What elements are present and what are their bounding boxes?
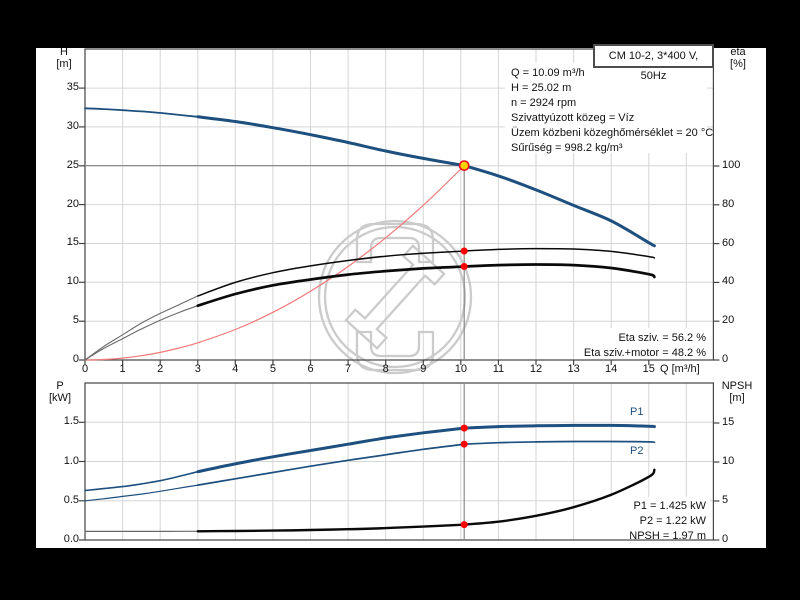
operating-point-marker <box>458 160 470 171</box>
watermark-logo <box>317 219 473 375</box>
system-curve <box>84 164 466 361</box>
crosshair <box>85 165 465 540</box>
chart-frames <box>79 48 720 541</box>
duty-point-markers <box>458 160 470 529</box>
p2-curve <box>84 440 656 502</box>
